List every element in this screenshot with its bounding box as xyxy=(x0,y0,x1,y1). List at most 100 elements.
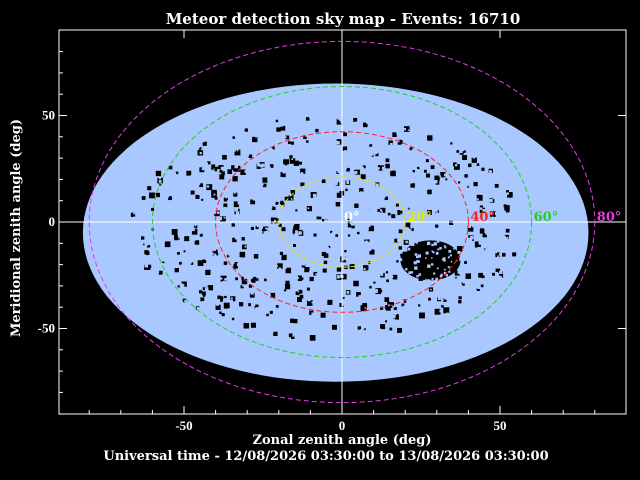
meteor-event-point xyxy=(350,190,354,194)
meteor-event-point xyxy=(190,148,193,151)
sparse-patch xyxy=(401,303,405,307)
meteor-event-point xyxy=(488,199,491,202)
sparse-patch xyxy=(249,292,255,298)
meteor-event-point xyxy=(516,177,519,180)
meteor-event-point xyxy=(423,132,427,136)
meteor-event-point xyxy=(474,334,478,338)
sparse-patch xyxy=(346,167,350,172)
meteor-event-point xyxy=(539,160,543,164)
sparse-patch xyxy=(201,291,206,296)
meteor-event-point xyxy=(250,247,253,250)
meteor-event-point xyxy=(334,258,338,262)
meteor-event-point xyxy=(496,198,500,202)
meteor-event-point xyxy=(162,188,165,191)
meteor-event-point xyxy=(445,295,448,297)
meteor-event-point xyxy=(253,222,256,226)
meteor-event-point xyxy=(158,152,160,154)
meteor-event-point xyxy=(201,301,206,305)
meteor-event-point xyxy=(529,156,532,159)
meteor-event-point xyxy=(312,131,315,134)
meteor-event-point xyxy=(234,271,236,274)
meteor-event-point xyxy=(340,227,342,230)
meteor-event-point xyxy=(173,163,178,167)
meteor-event-point xyxy=(519,205,524,210)
meteor-event-point xyxy=(309,211,312,214)
meteor-event-point xyxy=(135,213,138,216)
meteor-event-point xyxy=(134,194,137,196)
meteor-event-point xyxy=(216,241,218,244)
meteor-event-point xyxy=(213,321,216,324)
meteor-event-point xyxy=(410,174,414,178)
meteor-event-point xyxy=(511,281,515,284)
meteor-event-point xyxy=(107,256,109,258)
sparse-patch xyxy=(183,250,186,253)
meteor-event-point xyxy=(292,350,295,353)
meteor-event-point xyxy=(428,319,433,324)
meteor-event-point xyxy=(440,314,443,317)
meteor-event-point xyxy=(377,264,381,268)
meteor-event-point xyxy=(347,323,350,325)
meteor-event-point xyxy=(296,97,298,100)
meteor-event-point xyxy=(382,232,385,234)
meteor-event-point xyxy=(403,128,406,131)
meteor-event-point xyxy=(480,124,483,127)
meteor-event-point xyxy=(344,212,347,215)
meteor-event-point xyxy=(446,125,449,127)
meteor-event-point xyxy=(282,170,286,174)
meteor-event-point xyxy=(542,234,545,238)
sparse-patch xyxy=(327,245,331,249)
meteor-event-point xyxy=(320,329,323,332)
meteor-event-point xyxy=(543,242,547,245)
meteor-event-point xyxy=(255,189,258,191)
meteor-event-point xyxy=(322,205,326,209)
meteor-event-point xyxy=(244,200,247,203)
meteor-event-point xyxy=(295,230,298,234)
meteor-event-point xyxy=(356,311,360,315)
meteor-event-point xyxy=(398,313,402,316)
meteor-event-point xyxy=(484,140,488,145)
meteor-event-point xyxy=(355,121,359,124)
meteor-event-point xyxy=(131,227,134,229)
meteor-event-point xyxy=(363,135,366,138)
meteor-event-point xyxy=(302,262,306,266)
sparse-patch xyxy=(146,244,151,248)
meteor-event-point xyxy=(489,170,492,173)
zenith-label-60: 60° xyxy=(534,210,559,225)
meteor-event-point xyxy=(216,143,219,145)
meteor-event-point xyxy=(253,338,256,341)
meteor-event-point xyxy=(362,345,365,348)
meteor-event-point xyxy=(178,322,182,325)
meteor-event-point xyxy=(299,362,303,366)
meteor-event-point xyxy=(234,311,239,315)
meteor-event-point xyxy=(268,286,271,289)
meteor-event-point xyxy=(252,275,255,278)
meteor-event-point xyxy=(560,263,562,265)
sparse-patch xyxy=(495,268,501,274)
meteor-event-point xyxy=(196,144,199,147)
meteor-event-point xyxy=(432,142,436,146)
meteor-event-point xyxy=(564,199,567,202)
meteor-event-point xyxy=(471,149,474,151)
meteor-event-point xyxy=(104,235,107,238)
meteor-event-point xyxy=(346,97,349,101)
meteor-event-point xyxy=(494,310,498,313)
sparse-patch xyxy=(473,181,478,187)
meteor-event-point xyxy=(278,101,283,105)
meteor-event-point xyxy=(529,274,532,276)
meteor-event-point xyxy=(277,204,281,207)
meteor-event-point xyxy=(106,224,109,228)
meteor-event-point xyxy=(380,187,384,191)
meteor-event-point xyxy=(133,212,136,215)
meteor-event-point xyxy=(238,203,241,205)
meteor-event-point xyxy=(471,336,474,340)
meteor-event-point xyxy=(279,146,283,150)
meteor-event-point xyxy=(354,211,358,214)
meteor-event-point xyxy=(478,249,481,252)
meteor-event-point xyxy=(447,188,451,192)
meteor-event-point xyxy=(197,231,201,235)
meteor-event-point xyxy=(332,364,336,368)
meteor-event-point xyxy=(206,317,208,319)
meteor-event-point xyxy=(462,259,465,262)
meteor-event-point xyxy=(504,185,508,189)
sparse-patch xyxy=(212,249,219,256)
